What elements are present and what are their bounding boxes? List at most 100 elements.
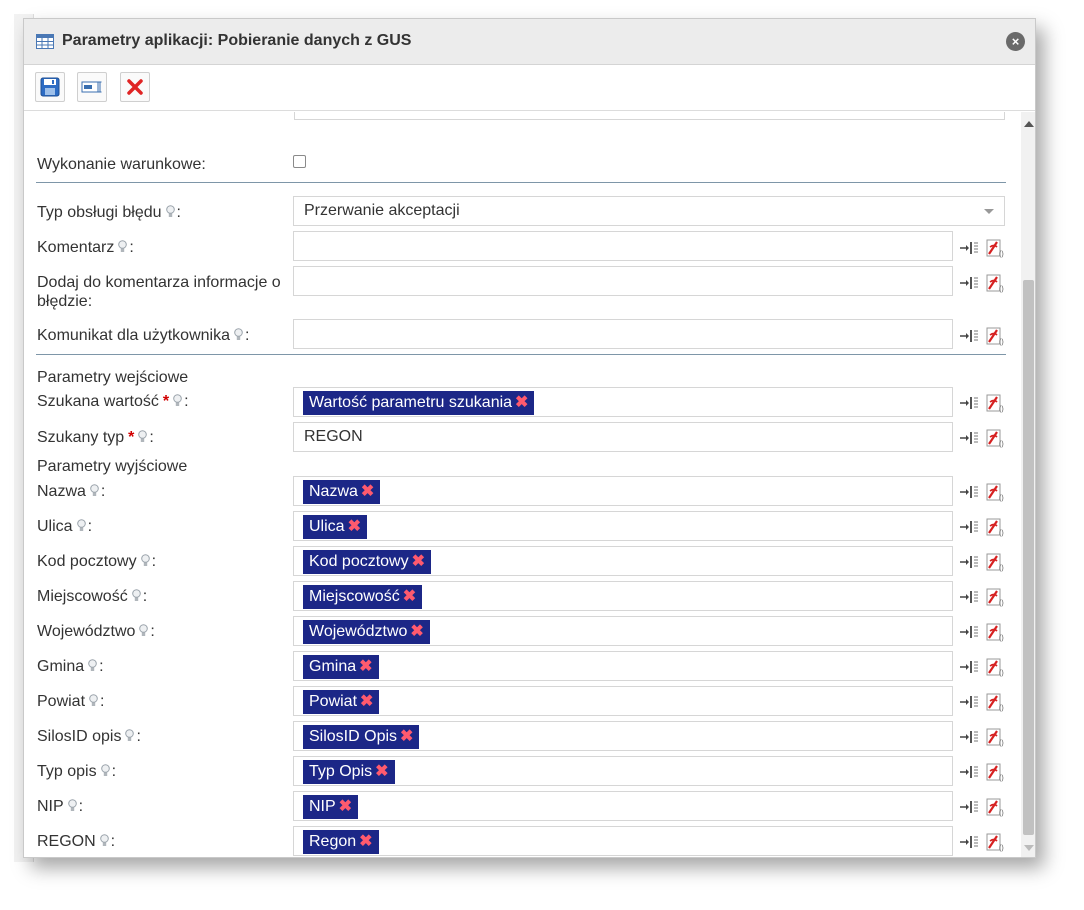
- function-icon[interactable]: (): [985, 238, 1005, 258]
- tag-text: Kod pocztowy: [309, 553, 409, 570]
- function-icon[interactable]: (): [985, 587, 1005, 607]
- row-ops: (): [959, 482, 1007, 502]
- function-icon[interactable]: (): [985, 428, 1005, 448]
- error-type-text: Typ obsługi błędu: [37, 204, 162, 221]
- output-field[interactable]: SilosID Opis ✖: [293, 721, 953, 751]
- function-icon[interactable]: (): [985, 326, 1005, 346]
- add-error-info-field[interactable]: [293, 266, 953, 296]
- output-label-text: Typ opis: [37, 763, 97, 780]
- hint-icon: [100, 763, 110, 776]
- function-icon[interactable]: (): [985, 273, 1005, 293]
- remove-tag-icon[interactable]: ✖: [375, 763, 389, 780]
- remove-tag-icon[interactable]: ✖: [360, 693, 374, 710]
- output-field[interactable]: Nazwa ✖: [293, 476, 953, 506]
- mapping-icon[interactable]: [959, 834, 979, 850]
- output-field[interactable]: Gmina ✖: [293, 651, 953, 681]
- svg-text:(): (): [999, 845, 1004, 852]
- function-icon[interactable]: (): [985, 762, 1005, 782]
- output-field[interactable]: NIP ✖: [293, 791, 953, 821]
- tag-text: Nazwa: [309, 483, 358, 500]
- dialog-titlebar: Parametry aplikacji: Pobieranie danych z…: [24, 19, 1035, 65]
- output-field[interactable]: Powiat ✖: [293, 686, 953, 716]
- mapping-icon[interactable]: [959, 694, 979, 710]
- mapping-icon[interactable]: [959, 484, 979, 500]
- mapping-icon[interactable]: [959, 764, 979, 780]
- function-icon[interactable]: (): [985, 552, 1005, 572]
- remove-tag-icon[interactable]: ✖: [359, 658, 373, 675]
- mapping-icon[interactable]: [959, 554, 979, 570]
- remove-tag-icon[interactable]: ✖: [515, 394, 529, 411]
- save-button[interactable]: [35, 72, 65, 102]
- function-icon[interactable]: (): [985, 797, 1005, 817]
- mapping-icon[interactable]: [959, 799, 979, 815]
- parameters-dialog: Parametry aplikacji: Pobieranie danych z…: [23, 18, 1036, 858]
- close-icon[interactable]: ×: [1006, 32, 1025, 51]
- comment-field[interactable]: [293, 231, 953, 261]
- search-type-label: Szukany typ *:: [37, 428, 289, 447]
- colon: :: [150, 623, 155, 640]
- remove-tag-icon[interactable]: ✖: [359, 833, 373, 850]
- scroll-down-icon[interactable]: [1024, 845, 1034, 851]
- function-icon[interactable]: (): [985, 393, 1005, 413]
- search-value-label: Szukana wartość *:: [37, 392, 289, 411]
- search-value-field[interactable]: Wartość parametru szukania ✖: [293, 387, 953, 417]
- colon: :: [176, 204, 181, 221]
- function-icon[interactable]: (): [985, 692, 1005, 712]
- mapping-icon[interactable]: [959, 589, 979, 605]
- remove-tag-icon[interactable]: ✖: [338, 798, 353, 815]
- output-label: Miejscowość:: [37, 587, 289, 606]
- row-ops: (): [959, 727, 1007, 747]
- delete-button[interactable]: [120, 72, 150, 102]
- mapping-icon[interactable]: [959, 240, 979, 256]
- output-field[interactable]: Województwo ✖: [293, 616, 953, 646]
- remove-tag-icon[interactable]: ✖: [411, 553, 426, 570]
- mapping-icon[interactable]: [959, 519, 979, 535]
- mapping-icon[interactable]: [959, 328, 979, 344]
- scroll-thumb[interactable]: [1023, 280, 1034, 835]
- row-ops: (): [959, 832, 1007, 852]
- field-button[interactable]: [77, 72, 107, 102]
- mapping-icon[interactable]: [959, 275, 979, 291]
- remove-tag-icon[interactable]: ✖: [360, 483, 375, 500]
- mapping-icon[interactable]: [959, 659, 979, 675]
- output-field[interactable]: Miejscowość ✖: [293, 581, 953, 611]
- output-tag: Kod pocztowy ✖: [303, 550, 432, 574]
- mapping-icon[interactable]: [959, 430, 979, 446]
- remove-tag-icon[interactable]: ✖: [402, 588, 417, 605]
- output-label-text: SilosID opis: [37, 728, 122, 745]
- mapping-icon[interactable]: [959, 395, 979, 411]
- user-message-field[interactable]: [293, 319, 953, 349]
- output-label-text: REGON: [37, 833, 96, 850]
- error-type-label: Typ obsługi błędu:: [37, 203, 289, 222]
- separator: [36, 182, 1006, 183]
- save-icon: [40, 77, 60, 97]
- function-icon[interactable]: (): [985, 657, 1005, 677]
- output-field[interactable]: Ulica ✖: [293, 511, 953, 541]
- hint-icon: [89, 693, 98, 706]
- scrollbar[interactable]: [1021, 112, 1035, 857]
- output-field[interactable]: Regon ✖: [293, 826, 953, 856]
- conditional-checkbox[interactable]: [293, 155, 306, 168]
- colon: :: [142, 588, 148, 605]
- error-type-select[interactable]: Przerwanie akceptacji: [293, 196, 1005, 226]
- output-label: Nazwa:: [37, 482, 289, 501]
- output-field[interactable]: Typ Opis ✖: [293, 756, 953, 786]
- function-icon[interactable]: (): [985, 482, 1005, 502]
- colon: :: [184, 393, 189, 410]
- function-icon[interactable]: (): [985, 517, 1005, 537]
- colon: :: [100, 693, 105, 710]
- mapping-icon[interactable]: [959, 624, 979, 640]
- remove-tag-icon[interactable]: ✖: [400, 728, 414, 745]
- search-type-field[interactable]: REGON: [293, 422, 953, 452]
- row-ops: (): [959, 552, 1007, 572]
- hint-icon: [118, 239, 128, 252]
- hint-icon: [165, 204, 175, 217]
- scroll-up-icon[interactable]: [1024, 121, 1034, 127]
- function-icon[interactable]: (): [985, 727, 1005, 747]
- function-icon[interactable]: (): [985, 622, 1005, 642]
- mapping-icon[interactable]: [959, 729, 979, 745]
- output-field[interactable]: Kod pocztowy ✖: [293, 546, 953, 576]
- remove-tag-icon[interactable]: ✖: [410, 623, 424, 640]
- function-icon[interactable]: (): [985, 832, 1005, 852]
- remove-tag-icon[interactable]: ✖: [347, 518, 361, 535]
